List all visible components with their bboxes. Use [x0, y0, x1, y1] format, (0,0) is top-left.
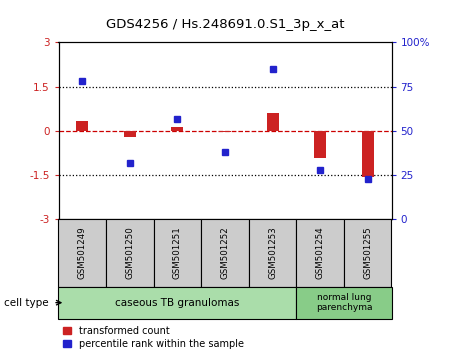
Text: normal lung
parenchyma: normal lung parenchyma	[316, 293, 372, 312]
Bar	[106, 219, 153, 287]
Bar	[58, 287, 297, 319]
Text: caseous TB granulomas: caseous TB granulomas	[115, 298, 239, 308]
Bar	[76, 121, 88, 131]
Bar	[58, 219, 106, 287]
Bar	[362, 131, 374, 177]
Bar	[201, 219, 249, 287]
Text: GDS4256 / Hs.248691.0.S1_3p_x_at: GDS4256 / Hs.248691.0.S1_3p_x_at	[106, 18, 344, 31]
Bar	[124, 131, 136, 137]
Bar	[153, 219, 201, 287]
Text: GSM501249: GSM501249	[78, 227, 87, 279]
Bar	[171, 127, 183, 131]
Text: GSM501254: GSM501254	[315, 227, 324, 280]
Bar	[314, 131, 326, 158]
Text: GSM501252: GSM501252	[220, 227, 230, 280]
Text: GSM501253: GSM501253	[268, 227, 277, 280]
Bar	[344, 219, 392, 287]
Bar	[219, 131, 231, 132]
Text: GSM501255: GSM501255	[363, 227, 372, 280]
Legend: transformed count, percentile rank within the sample: transformed count, percentile rank withi…	[63, 326, 244, 349]
Bar	[249, 219, 297, 287]
Text: GSM501250: GSM501250	[126, 227, 135, 280]
Bar	[266, 113, 279, 131]
Text: cell type: cell type	[4, 298, 49, 308]
Text: GSM501251: GSM501251	[173, 227, 182, 280]
Bar	[297, 287, 392, 319]
Bar	[297, 219, 344, 287]
